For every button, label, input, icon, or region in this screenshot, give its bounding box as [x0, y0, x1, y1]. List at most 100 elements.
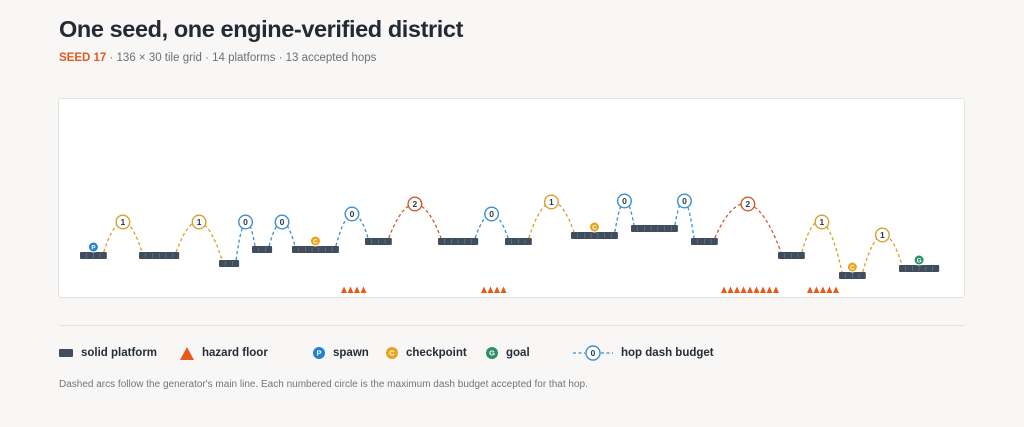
checkpoint-marker	[846, 261, 858, 273]
legend-hop-sample: 0	[591, 348, 596, 358]
hazard-triangle-icon	[180, 346, 194, 360]
checkpoint-marker-icon: C	[386, 347, 398, 359]
hazard-spike	[807, 286, 813, 293]
hop-budget-circle	[616, 193, 632, 209]
page-title: One seed, one engine-verified district	[59, 16, 463, 42]
hop-arc	[268, 221, 296, 247]
platform-body	[252, 246, 273, 253]
hazard-spike	[820, 286, 826, 293]
hop-budget-label: 0	[489, 209, 494, 219]
solid-platform	[571, 232, 618, 239]
legend-goal-letter: G	[489, 349, 495, 358]
goal-marker	[913, 254, 925, 266]
hazard-spike	[494, 286, 500, 293]
hazard-spike	[766, 286, 773, 293]
spawn-marker-icon: P	[313, 347, 325, 359]
hop-budget-label: 1	[197, 217, 202, 227]
hop-budget-label: 0	[622, 196, 627, 206]
hop-arc	[674, 200, 695, 239]
hazard-spike	[487, 286, 494, 293]
hazard-spike	[347, 286, 354, 293]
legend-hop: 0 hop dash budget	[573, 345, 714, 361]
solid-platform	[505, 238, 532, 245]
hazard-spike	[760, 286, 766, 293]
hop-budget-circle	[407, 196, 423, 212]
solid-platform	[219, 260, 240, 267]
legend-spawn-letter: P	[316, 349, 321, 358]
hazard-spike	[773, 286, 779, 293]
solid-platform	[438, 238, 479, 245]
hop-arc	[175, 221, 223, 261]
hazard-spike	[341, 286, 347, 293]
hazard-spike	[734, 286, 740, 293]
hop-budget-label: 0	[280, 217, 285, 227]
solid-platform	[292, 246, 339, 253]
hop-budget-circle	[191, 214, 207, 230]
solid-platform	[252, 246, 273, 253]
hop-budget-circle	[238, 214, 254, 230]
legend-checkpoint-label: checkpoint	[406, 347, 467, 359]
hop-budget-circle	[344, 206, 360, 222]
solid-platform	[839, 272, 866, 279]
checkpoint-marker	[309, 235, 321, 247]
hop-budget-circle	[484, 206, 500, 222]
hazard-floor	[481, 286, 507, 293]
hazard-spike	[500, 286, 507, 293]
checkpoint-marker-letter: C	[313, 238, 318, 245]
checkpoint-marker	[588, 221, 600, 233]
legend-divider	[59, 325, 965, 326]
hazard-spike	[826, 286, 833, 293]
platform-body	[631, 225, 678, 232]
hop-budget-label: 1	[820, 217, 825, 227]
hop-budget-label: 1	[880, 230, 885, 240]
hop-budget-label: 1	[121, 217, 126, 227]
platform-swatch-icon	[59, 349, 73, 357]
hazard-spike	[740, 286, 747, 293]
solid-platform	[365, 238, 392, 245]
hazard-floor	[721, 286, 779, 293]
legend-goal: G goal	[486, 345, 530, 361]
hazard-spike	[833, 286, 839, 293]
hop-budget-circle	[274, 214, 290, 230]
district-diagram-panel: 1 1 0 0 0 2 0 1 0 0 2 1 1 P C C C G	[58, 98, 965, 298]
legend-hop-label: hop dash budget	[621, 347, 714, 359]
hazard-spike	[721, 286, 727, 293]
solid-platform	[80, 252, 107, 259]
hop-budget-label: 0	[243, 217, 248, 227]
hop-budget-circle	[814, 214, 830, 230]
legend-checkpoint: C checkpoint	[386, 345, 467, 361]
hazard-spike	[354, 286, 360, 293]
hazard-floor	[341, 286, 367, 293]
legend-platform-label: solid platform	[81, 347, 158, 359]
legend-platform: solid platform	[59, 345, 157, 361]
seed-summary: · 136 × 30 tile grid · 14 platforms · 13…	[106, 52, 377, 64]
platform-body	[292, 246, 339, 253]
hazard-spike	[747, 286, 753, 293]
checkpoint-marker-letter: C	[592, 224, 597, 231]
seed-label: SEED 17	[59, 52, 107, 64]
hazard-spike	[813, 286, 820, 293]
hop-budget-circle	[543, 194, 559, 210]
hazard-spike	[753, 286, 760, 293]
hop-budget-circle	[874, 227, 890, 243]
goal-marker-icon: G	[486, 347, 498, 359]
hop-arc	[388, 203, 442, 239]
hazard-floor	[807, 286, 839, 293]
legend-checkpoint-letter: C	[389, 349, 395, 358]
hop-budget-circle	[676, 193, 692, 209]
page-subtitle: SEED 17 · 136 × 30 tile grid · 14 platfo…	[59, 52, 376, 64]
solid-platform	[691, 238, 718, 245]
spawn-marker	[87, 241, 99, 253]
hop-budget-label: 0	[350, 209, 355, 219]
solid-platform	[631, 225, 678, 232]
hop-budget-circle	[115, 214, 131, 230]
hop-budget-label: 2	[413, 199, 418, 209]
legend-hazard: hazard floor	[180, 345, 268, 361]
hazard-spike	[727, 286, 734, 293]
hop-budget-label: 0	[682, 196, 687, 206]
solid-platform	[778, 252, 805, 259]
legend-spawn-label: spawn	[333, 347, 369, 359]
hop-budget-sample-icon: 0	[573, 345, 613, 361]
solid-platform	[139, 252, 180, 259]
checkpoint-marker-letter: C	[850, 264, 855, 271]
